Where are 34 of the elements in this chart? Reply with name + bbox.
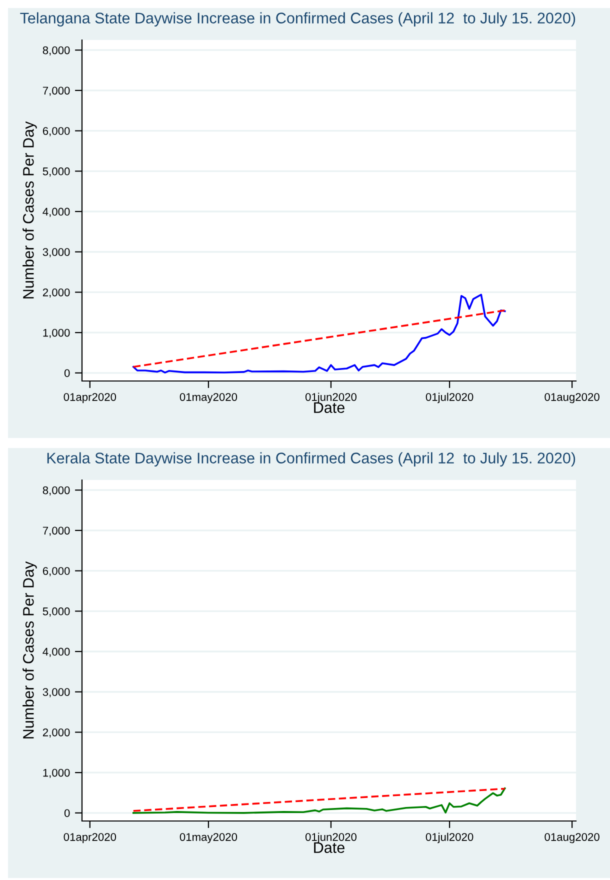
- y-tick-label: 6,000: [42, 567, 70, 576]
- y-tick-label: 3,000: [42, 688, 70, 698]
- x-tick-label: 01jul2020: [426, 392, 474, 404]
- y-tick-label: 8,000: [42, 486, 70, 496]
- x-axis-title: Date: [314, 842, 344, 853]
- y-tick-label: 5,000: [42, 167, 70, 177]
- chart-title: Kerala State Daywise Increase in Confirmed Cases (April 12 to July 15. 2020): [47, 452, 576, 467]
- x-tick-label: 01apr2020: [64, 833, 116, 844]
- x-tick-label: 01jul2020: [426, 832, 474, 844]
- y-axis-title: Number of Cases Per Day: [22, 121, 37, 298]
- x-tick-label: 01jun2020: [305, 832, 356, 844]
- x-tick-label: 01may2020: [180, 393, 238, 404]
- x-tick-label: 01apr2020: [64, 393, 116, 404]
- y-tick-label: 1,000: [43, 768, 70, 778]
- y-tick-label: 1,000: [43, 328, 70, 338]
- x-tick-label: 01may2020: [180, 833, 238, 844]
- y-tick-label: 4,000: [42, 648, 70, 657]
- y-tick-label: 8,000: [42, 46, 70, 56]
- x-tick-label: 01jun2020: [305, 392, 356, 404]
- y-tick-label: 3,000: [42, 248, 70, 258]
- y-tick-label: 0: [64, 369, 70, 378]
- chart-title: Telangana State Daywise Increase in Confirmed Cases (April 12 to July 15. 2020): [20, 12, 576, 27]
- y-tick-label: 7,000: [42, 86, 70, 96]
- x-tick-label: 01aug2020: [544, 393, 600, 404]
- y-tick-label: 2,000: [42, 288, 70, 298]
- y-axis-title: Number of Cases Per Day: [22, 561, 37, 738]
- y-tick-label: 0: [64, 809, 70, 818]
- y-tick-label: 4,000: [42, 208, 70, 217]
- x-axis-title: Date: [314, 402, 344, 413]
- x-tick-label: 01aug2020: [544, 833, 600, 844]
- y-tick-label: 7,000: [42, 526, 70, 536]
- y-tick-label: 2,000: [42, 728, 70, 738]
- y-tick-label: 5,000: [42, 607, 70, 617]
- y-tick-label: 6,000: [42, 127, 70, 136]
